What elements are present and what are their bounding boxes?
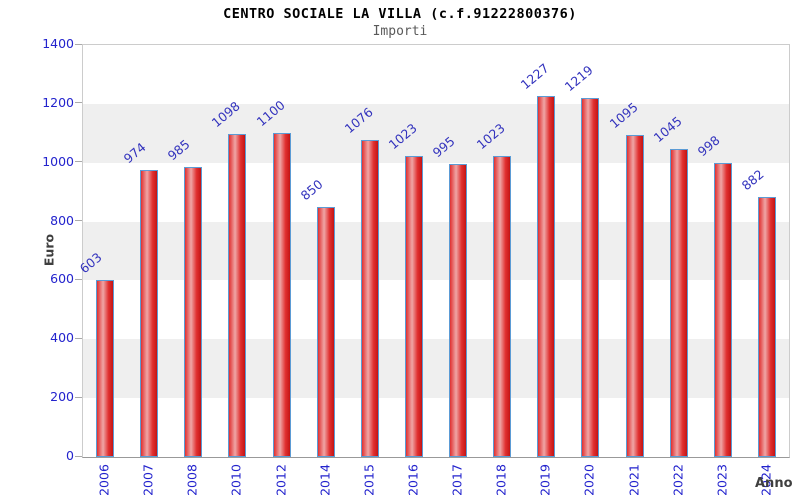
bar [228,134,247,457]
bar [449,164,468,457]
x-axis-title: Anno [755,476,793,491]
y-axis-tick-mark [75,102,82,104]
x-axis-tick-label: 2016 [405,464,421,496]
x-axis-tick-label: 2006 [96,464,112,496]
y-axis-tick-mark [75,220,82,222]
x-axis-tick-label: 2010 [228,464,244,496]
y-axis-title: Euro [41,233,57,267]
bar [272,133,291,457]
x-axis-tick-label: 2021 [626,464,642,496]
x-axis-tick-label: 2007 [140,464,156,496]
y-axis-tick-mark [75,278,82,280]
y-axis-tick-label: 400 [50,330,74,346]
x-axis-tick-label: 2022 [670,464,686,496]
y-axis-tick-mark [75,337,82,339]
bar [493,156,512,457]
y-axis-tick-label: 1200 [42,94,74,110]
x-axis-tick-label: 2008 [184,464,200,496]
bar [581,98,600,457]
x-axis-tick-label: 2019 [537,464,553,496]
y-axis-tick-label: 800 [50,212,74,228]
chart-subtitle: Importi [372,24,428,39]
y-axis-tick-label: 600 [50,271,74,287]
bar [625,135,644,457]
y-axis-tick-label: 1000 [42,153,74,169]
bar [669,149,688,457]
x-axis-tick-label: 2018 [493,464,509,496]
bar [404,156,423,457]
x-axis-tick-label: 2014 [317,464,333,496]
y-axis-tick-mark [75,43,82,45]
x-axis-tick-label: 2023 [714,464,730,496]
x-axis-tick-label: 2012 [273,464,289,496]
x-axis-tick-label: 2017 [449,464,465,496]
chart-title: CENTRO SOCIALE LA VILLA (c.f.91222800376… [223,6,577,22]
y-axis-tick-label: 200 [50,389,74,405]
bar [360,140,379,457]
bars-layer [83,45,789,457]
x-axis-tick-label: 2020 [581,464,597,496]
bar [757,197,776,457]
plot-area [82,44,790,458]
y-axis-tick-mark [75,455,82,457]
bar [537,96,556,457]
bar [140,170,159,457]
y-axis-tick-mark [75,161,82,163]
x-axis-tick-label: 2015 [361,464,377,496]
bar [713,163,732,457]
y-axis-tick-label: 0 [66,448,74,463]
bar [184,167,203,457]
y-axis-tick-label: 1400 [42,36,74,51]
y-axis-tick-mark [75,396,82,398]
bar [96,280,115,457]
bar [316,207,335,457]
